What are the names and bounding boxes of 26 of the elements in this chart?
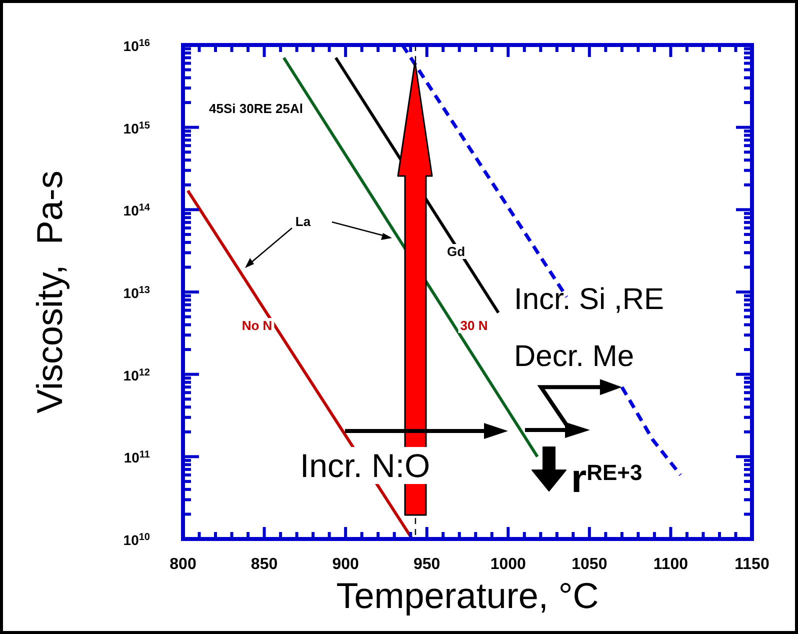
- y-tick-label: 10$^{10}$: [123, 532, 150, 548]
- y-tick-label: 10$^{15}$: [123, 120, 150, 136]
- x-tick-label: 850: [250, 556, 278, 573]
- x-axis-title: Temperature, °C: [336, 575, 599, 616]
- annotation: Gd: [446, 244, 466, 259]
- x-tick-label: 1150: [734, 556, 770, 573]
- annotation: Incr. Si ,RE: [514, 283, 664, 316]
- x-tick-label: 1000: [490, 556, 526, 573]
- annotation: Decr. Me: [514, 340, 634, 373]
- annotation: Incr. N:O: [300, 447, 430, 484]
- x-tick-label: 950: [414, 556, 440, 573]
- y-tick-label: 10$^{11}$: [124, 449, 150, 466]
- y-axis-title: Viscosity, Pa-s: [29, 170, 70, 414]
- y-tick-label: 10$^{12}$: [123, 366, 150, 384]
- y-tick-label: 10$^{14}$: [123, 202, 150, 219]
- y-tick-label: 10$^{16}$: [123, 38, 150, 54]
- x-tick-label: 1050: [572, 556, 608, 573]
- x-tick-label: 900: [332, 556, 360, 573]
- x-tick-label: 1100: [653, 556, 688, 573]
- annotation: 45Si 30RE 25Al: [209, 101, 303, 116]
- x-tick-label: 800: [170, 556, 196, 573]
- annotation: La: [295, 214, 312, 229]
- annotation: 30 N: [460, 318, 488, 333]
- y-tick-label: 10$^{13}$: [123, 284, 150, 301]
- annotation: r$^{RE+3}$: [571, 457, 642, 501]
- annotation: No N: [242, 318, 272, 333]
